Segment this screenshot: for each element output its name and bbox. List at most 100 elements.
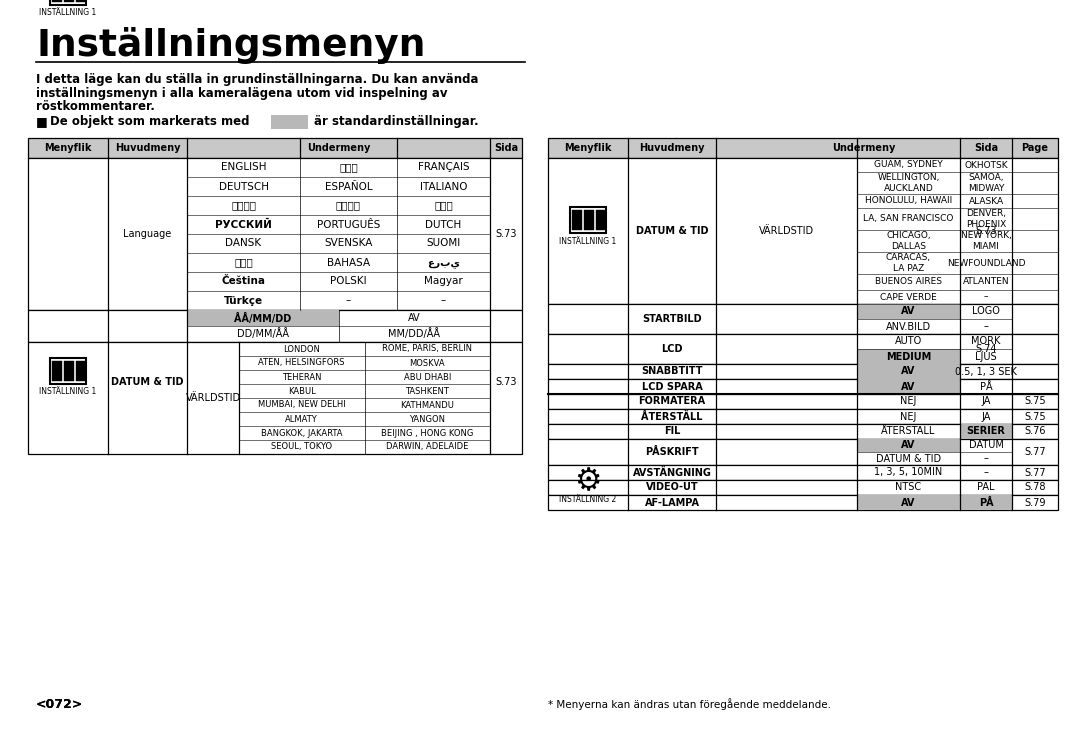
Text: ALMATY: ALMATY <box>285 414 319 423</box>
Text: POLSKI: POLSKI <box>330 277 367 287</box>
Text: РУССКИЙ: РУССКИЙ <box>215 220 272 229</box>
Text: DATUM & TID: DATUM & TID <box>111 377 184 387</box>
Bar <box>548 138 1058 158</box>
Bar <box>548 465 1058 480</box>
Text: KATHMANDU: KATHMANDU <box>401 401 455 410</box>
Text: NEW YORK,
MIAMI: NEW YORK, MIAMI <box>960 232 1012 250</box>
Bar <box>50 358 86 384</box>
Text: DATUM & TID: DATUM & TID <box>636 226 708 236</box>
Bar <box>548 158 1058 304</box>
Text: VÄRLDSTID: VÄRLDSTID <box>186 393 241 403</box>
Text: BEIJING , HONG KONG: BEIJING , HONG KONG <box>381 429 473 438</box>
Text: VÄRLDSTID: VÄRLDSTID <box>759 226 814 236</box>
Text: 简体中文: 简体中文 <box>231 201 256 211</box>
Bar <box>64 0 75 2</box>
Bar <box>52 0 62 2</box>
Bar <box>548 379 1058 394</box>
Text: är standardinställningar.: är standardinställningar. <box>314 116 478 129</box>
Text: Language: Language <box>123 229 172 239</box>
Text: –: – <box>346 296 351 305</box>
Text: AV: AV <box>408 313 420 323</box>
Text: INSTÄLLNING 1: INSTÄLLNING 1 <box>39 387 96 396</box>
Bar <box>28 158 522 310</box>
Text: BANGKOK, JAKARTA: BANGKOK, JAKARTA <box>261 429 342 438</box>
Bar <box>858 379 960 394</box>
Text: AF-LAMPA: AF-LAMPA <box>645 498 700 508</box>
Text: Huvudmeny: Huvudmeny <box>639 143 705 153</box>
Text: Huvudmeny: Huvudmeny <box>114 143 180 153</box>
Text: PÅSKRIFT: PÅSKRIFT <box>645 447 699 457</box>
Text: ATEN, HELSINGFORS: ATEN, HELSINGFORS <box>258 359 345 368</box>
Text: SNABBTITT: SNABBTITT <box>642 366 703 377</box>
Text: GUAM, SYDNEY: GUAM, SYDNEY <box>874 160 943 169</box>
Text: ■: ■ <box>36 116 48 129</box>
Bar <box>548 394 1058 409</box>
Text: DATUM: DATUM <box>969 441 1003 450</box>
Text: <072>: <072> <box>36 698 83 711</box>
Text: AUTO: AUTO <box>895 336 922 347</box>
Bar <box>548 495 1058 510</box>
Text: 繁體中文: 繁體中文 <box>336 201 361 211</box>
Text: AV: AV <box>902 366 916 377</box>
Text: 0.5, 1, 3 SEK: 0.5, 1, 3 SEK <box>955 366 1017 377</box>
Text: S.77: S.77 <box>1024 447 1045 457</box>
Text: –: – <box>441 296 446 305</box>
Text: LCD SPARA: LCD SPARA <box>642 381 702 392</box>
Text: LA, SAN FRANCISCO: LA, SAN FRANCISCO <box>863 214 954 223</box>
Text: PÅ: PÅ <box>978 498 994 508</box>
Text: AVSTÄNGNING: AVSTÄNGNING <box>633 468 712 478</box>
Bar <box>548 409 1058 424</box>
Text: BUENOS AIRES: BUENOS AIRES <box>875 277 942 287</box>
Bar <box>50 0 86 5</box>
Text: Undermeny: Undermeny <box>307 143 370 153</box>
Text: AV: AV <box>902 441 916 450</box>
Text: SUOMI: SUOMI <box>427 238 461 248</box>
Text: Inställningsmenyn: Inställningsmenyn <box>36 28 426 65</box>
Text: MOSKVA: MOSKVA <box>409 359 445 368</box>
Text: VIDEO-UT: VIDEO-UT <box>646 483 699 493</box>
Text: S.77: S.77 <box>1024 468 1045 478</box>
Text: LCD: LCD <box>661 344 683 354</box>
Text: DUTCH: DUTCH <box>426 220 461 229</box>
Text: Page: Page <box>1022 143 1049 153</box>
Text: LJUS: LJUS <box>975 351 997 362</box>
Bar <box>187 310 338 326</box>
Text: ESPAÑOL: ESPAÑOL <box>325 181 373 192</box>
Text: JA: JA <box>982 396 990 407</box>
Bar <box>548 439 1058 465</box>
Text: AV: AV <box>902 498 916 508</box>
Text: DATUM & TID: DATUM & TID <box>876 453 941 463</box>
Text: KABUL: KABUL <box>288 387 315 396</box>
Text: INSTÄLLNING 2: INSTÄLLNING 2 <box>559 495 617 504</box>
Text: S.76: S.76 <box>1024 426 1045 436</box>
Text: S.79: S.79 <box>1024 498 1045 508</box>
Text: DENVER,
PHOENIX: DENVER, PHOENIX <box>966 209 1007 229</box>
Text: عربي: عربي <box>427 257 460 268</box>
Bar <box>28 158 108 310</box>
Text: LOGO: LOGO <box>972 307 1000 317</box>
Bar <box>858 364 960 379</box>
Text: –: – <box>984 293 988 302</box>
Text: ATLANTEN: ATLANTEN <box>962 277 1010 287</box>
Text: Sida: Sida <box>494 143 518 153</box>
Text: S.75: S.75 <box>1024 411 1045 422</box>
Text: CARACAS,
LA PAZ: CARACAS, LA PAZ <box>886 253 931 273</box>
Text: SVENSKA: SVENSKA <box>324 238 373 248</box>
Text: NEWFOUNDLAND: NEWFOUNDLAND <box>947 259 1025 268</box>
Text: 1, 3, 5, 10MIN: 1, 3, 5, 10MIN <box>875 468 943 478</box>
Text: PÅ: PÅ <box>980 381 993 392</box>
Text: ANV.BILD: ANV.BILD <box>886 322 931 332</box>
Bar <box>572 210 582 230</box>
Text: –: – <box>984 453 988 463</box>
Bar <box>570 207 606 233</box>
Bar <box>548 465 627 480</box>
Bar <box>548 334 1058 364</box>
Text: AV: AV <box>902 307 916 317</box>
Text: LONDON: LONDON <box>283 344 320 353</box>
Text: –: – <box>984 468 988 478</box>
Bar <box>858 495 960 510</box>
Bar <box>858 349 960 364</box>
Text: 한국어: 한국어 <box>339 162 357 172</box>
Text: ITALIANO: ITALIANO <box>420 181 468 192</box>
Text: PAL: PAL <box>977 483 995 493</box>
